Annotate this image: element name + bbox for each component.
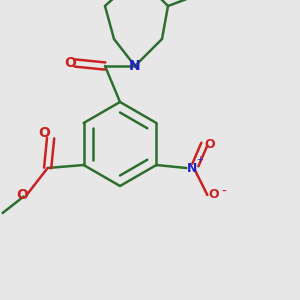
Text: O: O [208,188,219,202]
Text: N: N [187,161,198,175]
Text: O: O [64,56,76,70]
Text: N: N [129,59,141,73]
Text: O: O [205,137,215,151]
Text: O: O [39,127,51,140]
Text: O: O [16,188,28,202]
Text: +: + [196,154,203,164]
Text: -: - [221,185,226,199]
